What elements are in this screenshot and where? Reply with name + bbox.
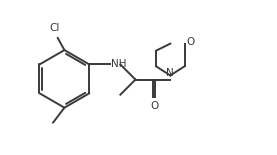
Text: NH: NH <box>111 60 127 69</box>
Text: Cl: Cl <box>50 23 60 33</box>
Text: O: O <box>150 101 158 111</box>
Text: O: O <box>186 37 194 47</box>
Text: N: N <box>166 68 174 78</box>
